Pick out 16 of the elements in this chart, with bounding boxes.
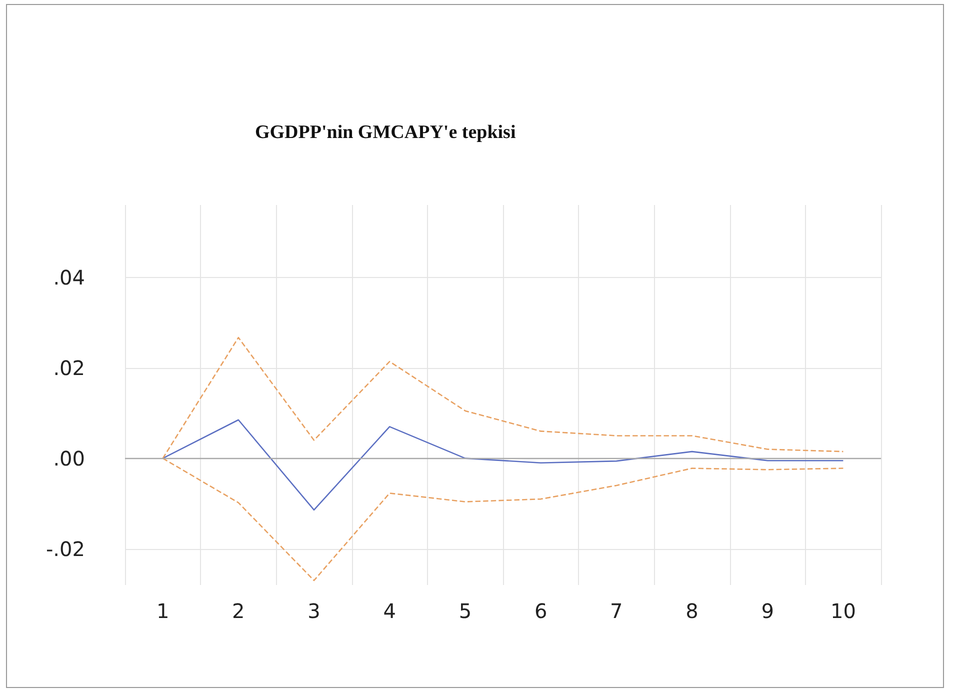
- line-series: [162, 419, 844, 511]
- x-tick-label: 6: [534, 599, 548, 623]
- y-tick-label: .00: [53, 446, 85, 470]
- y-tick-label: .02: [53, 356, 85, 380]
- x-tick-label: 9: [761, 599, 774, 623]
- x-tick-label: 8: [686, 599, 698, 623]
- y-tick-label: -.02: [46, 536, 85, 561]
- x-tick-label: 5: [458, 599, 472, 623]
- x-tick-label: 3: [308, 599, 320, 623]
- x-tick-label: 1: [156, 599, 170, 623]
- x-tick-label: 10: [830, 599, 856, 623]
- x-tick-label: 4: [383, 599, 396, 623]
- x-tick-label: 7: [610, 599, 623, 623]
- x-tick-label: 2: [232, 599, 245, 623]
- chart-title: GGDPP'nin GMCAPY'e tepkisi: [255, 122, 516, 143]
- y-tick-label: .04: [53, 265, 85, 290]
